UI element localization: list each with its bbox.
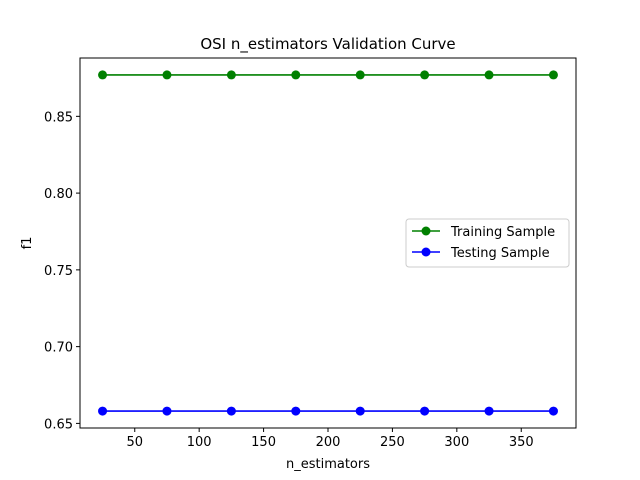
plot-area: 50 100 150 200 250 300 350 0.65 0.70 0.75 0.80 0.85 bbox=[44, 70, 558, 450]
data-point bbox=[226, 406, 236, 416]
data-point bbox=[355, 406, 365, 416]
data-point bbox=[355, 70, 365, 80]
x-tick-label: 50 bbox=[126, 435, 143, 450]
data-point bbox=[226, 70, 236, 80]
x-tick-label: 300 bbox=[444, 435, 469, 450]
x-axis-label: n_estimators bbox=[286, 457, 370, 472]
x-tick-label: 250 bbox=[380, 435, 405, 450]
y-axis-label: f1 bbox=[20, 237, 35, 250]
x-tick-label: 100 bbox=[187, 435, 212, 450]
data-point bbox=[291, 406, 301, 416]
data-point bbox=[420, 406, 430, 416]
legend-marker bbox=[421, 226, 431, 236]
data-point bbox=[420, 70, 430, 80]
x-tick-label: 150 bbox=[251, 435, 276, 450]
y-tick-label: 0.70 bbox=[44, 341, 73, 356]
axes-frame bbox=[79, 57, 577, 429]
data-point bbox=[98, 70, 108, 80]
chart-title: OSI n_estimators Validation Curve bbox=[200, 35, 455, 54]
data-point bbox=[484, 70, 494, 80]
data-point bbox=[484, 406, 494, 416]
y-tick-label: 0.80 bbox=[44, 187, 73, 202]
legend-label: Training Sample bbox=[450, 225, 555, 240]
data-point bbox=[162, 406, 172, 416]
data-point bbox=[548, 406, 558, 416]
data-point bbox=[291, 70, 301, 80]
legend: Training Sample Testing Sample bbox=[405, 218, 570, 268]
x-tick-label: 350 bbox=[509, 435, 534, 450]
data-point bbox=[548, 70, 558, 80]
data-point bbox=[162, 70, 172, 80]
legend-marker bbox=[421, 247, 431, 257]
legend-box bbox=[405, 218, 570, 268]
legend-label: Testing Sample bbox=[450, 246, 550, 261]
y-tick-label: 0.65 bbox=[44, 417, 73, 432]
x-tick-label: 200 bbox=[316, 435, 341, 450]
y-tick-label: 0.85 bbox=[44, 110, 73, 125]
y-tick-label: 0.75 bbox=[44, 264, 73, 279]
data-point bbox=[98, 406, 108, 416]
